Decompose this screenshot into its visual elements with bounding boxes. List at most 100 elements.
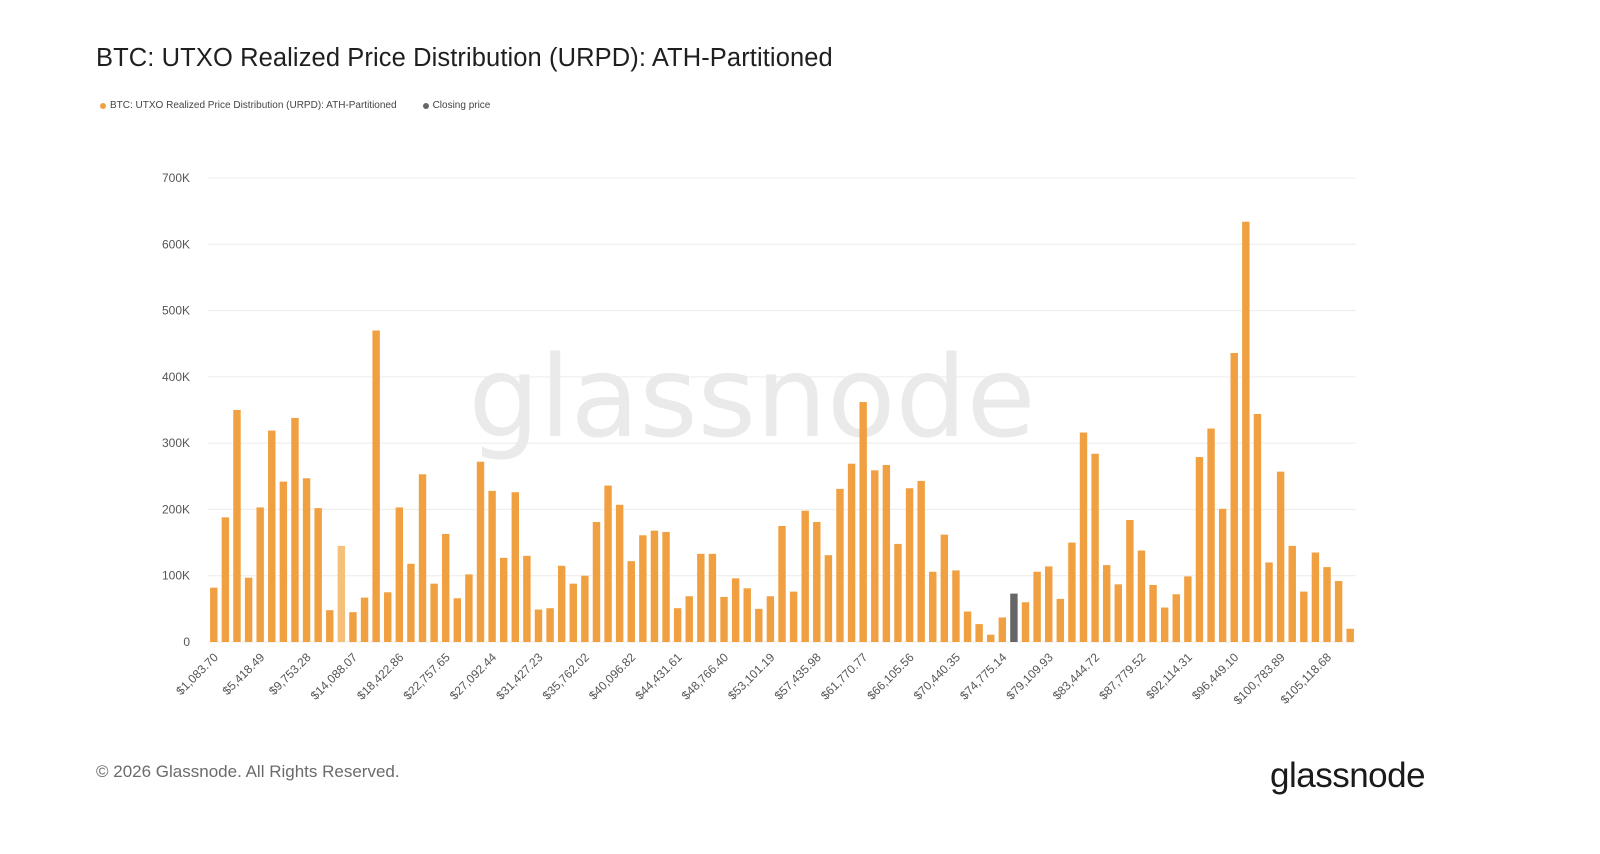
bar[interactable] xyxy=(1276,471,1285,642)
bar[interactable] xyxy=(1137,550,1146,642)
bar[interactable] xyxy=(1126,520,1134,642)
bar[interactable] xyxy=(221,517,230,642)
bar[interactable] xyxy=(442,533,450,642)
bar[interactable] xyxy=(279,481,288,642)
bar[interactable] xyxy=(1300,591,1308,642)
bar[interactable] xyxy=(291,417,299,642)
bar[interactable] xyxy=(395,507,404,642)
bar[interactable] xyxy=(384,592,392,642)
bar[interactable] xyxy=(801,510,809,642)
bar[interactable] xyxy=(581,575,589,642)
bar[interactable] xyxy=(1149,584,1157,642)
bar[interactable] xyxy=(1334,581,1343,642)
bar[interactable] xyxy=(998,617,1007,642)
bar[interactable] xyxy=(1346,628,1354,642)
bar[interactable] xyxy=(418,474,427,642)
bar[interactable] xyxy=(1033,571,1041,642)
bar[interactable] xyxy=(1195,457,1204,642)
bar[interactable] xyxy=(1207,428,1215,642)
bar[interactable] xyxy=(813,522,821,642)
bar[interactable] xyxy=(1323,567,1331,642)
bar[interactable] xyxy=(929,571,937,642)
bar[interactable] xyxy=(743,588,751,642)
bar[interactable] xyxy=(905,488,914,642)
bar[interactable] xyxy=(836,488,844,642)
bar[interactable] xyxy=(975,624,983,642)
bar[interactable] xyxy=(256,507,264,642)
legend-item-urpd[interactable]: BTC: UTXO Realized Price Distribution (U… xyxy=(100,100,397,111)
bar[interactable] xyxy=(349,612,357,642)
bar[interactable] xyxy=(615,504,624,642)
bar[interactable] xyxy=(1172,594,1180,642)
bar[interactable] xyxy=(372,330,380,642)
bar[interactable] xyxy=(673,608,682,642)
bar[interactable] xyxy=(987,634,995,642)
bar[interactable] xyxy=(1265,562,1273,642)
bar[interactable] xyxy=(847,463,856,642)
bar[interactable] xyxy=(534,609,543,642)
bar[interactable] xyxy=(963,611,972,642)
bar[interactable] xyxy=(1311,552,1320,642)
bar[interactable] xyxy=(940,534,949,642)
bar[interactable] xyxy=(871,470,879,642)
bar[interactable] xyxy=(337,545,346,642)
bar[interactable] xyxy=(627,561,635,642)
bar[interactable] xyxy=(314,508,322,642)
bar[interactable] xyxy=(650,530,659,642)
bar[interactable] xyxy=(1253,413,1262,642)
bar[interactable] xyxy=(1160,607,1169,642)
bar[interactable] xyxy=(952,570,960,642)
bar[interactable] xyxy=(511,492,519,642)
bar[interactable] xyxy=(1021,602,1030,642)
bar[interactable] xyxy=(488,490,496,642)
bar[interactable] xyxy=(233,410,241,642)
bar[interactable] xyxy=(1045,566,1053,642)
bar[interactable] xyxy=(882,465,891,642)
bar[interactable] xyxy=(1218,508,1227,642)
bar[interactable] xyxy=(731,578,740,642)
bar[interactable] xyxy=(1230,352,1238,642)
bar[interactable] xyxy=(453,598,462,642)
bar[interactable] xyxy=(1288,545,1296,642)
bar[interactable] xyxy=(546,608,554,642)
bar[interactable] xyxy=(1184,576,1192,642)
bar[interactable] xyxy=(476,461,485,642)
bar[interactable] xyxy=(557,565,566,642)
bar[interactable] xyxy=(824,555,833,642)
legend-item-closing-price[interactable]: Closing price xyxy=(422,100,490,111)
bar[interactable] xyxy=(210,587,218,642)
bar[interactable] xyxy=(244,577,253,642)
bar[interactable] xyxy=(685,596,693,642)
bar[interactable] xyxy=(778,526,786,642)
bar[interactable] xyxy=(569,583,577,642)
bar[interactable] xyxy=(1091,453,1099,642)
closing-price-bar[interactable] xyxy=(1010,593,1018,642)
bar[interactable] xyxy=(326,610,334,642)
bar[interactable] xyxy=(755,608,763,642)
bar[interactable] xyxy=(465,574,473,642)
bar[interactable] xyxy=(859,402,867,642)
bar[interactable] xyxy=(1102,565,1111,642)
bar[interactable] xyxy=(1056,598,1065,642)
bar[interactable] xyxy=(662,531,670,642)
bar[interactable] xyxy=(268,430,276,642)
bar[interactable] xyxy=(1242,221,1250,642)
bar[interactable] xyxy=(407,563,415,642)
bar[interactable] xyxy=(766,596,775,642)
bar[interactable] xyxy=(639,535,647,642)
bar[interactable] xyxy=(1079,432,1088,642)
bar[interactable] xyxy=(604,485,612,642)
bar[interactable] xyxy=(1114,584,1122,642)
bar[interactable] xyxy=(302,478,311,642)
bar[interactable] xyxy=(523,555,531,642)
bar[interactable] xyxy=(499,557,508,642)
bar[interactable] xyxy=(697,553,705,642)
bar[interactable] xyxy=(917,480,925,642)
bar[interactable] xyxy=(1068,542,1076,642)
bar[interactable] xyxy=(430,583,438,642)
bar[interactable] xyxy=(720,596,728,642)
bar[interactable] xyxy=(360,597,369,642)
bar[interactable] xyxy=(789,591,798,642)
bar[interactable] xyxy=(592,522,601,642)
bar[interactable] xyxy=(894,543,902,642)
